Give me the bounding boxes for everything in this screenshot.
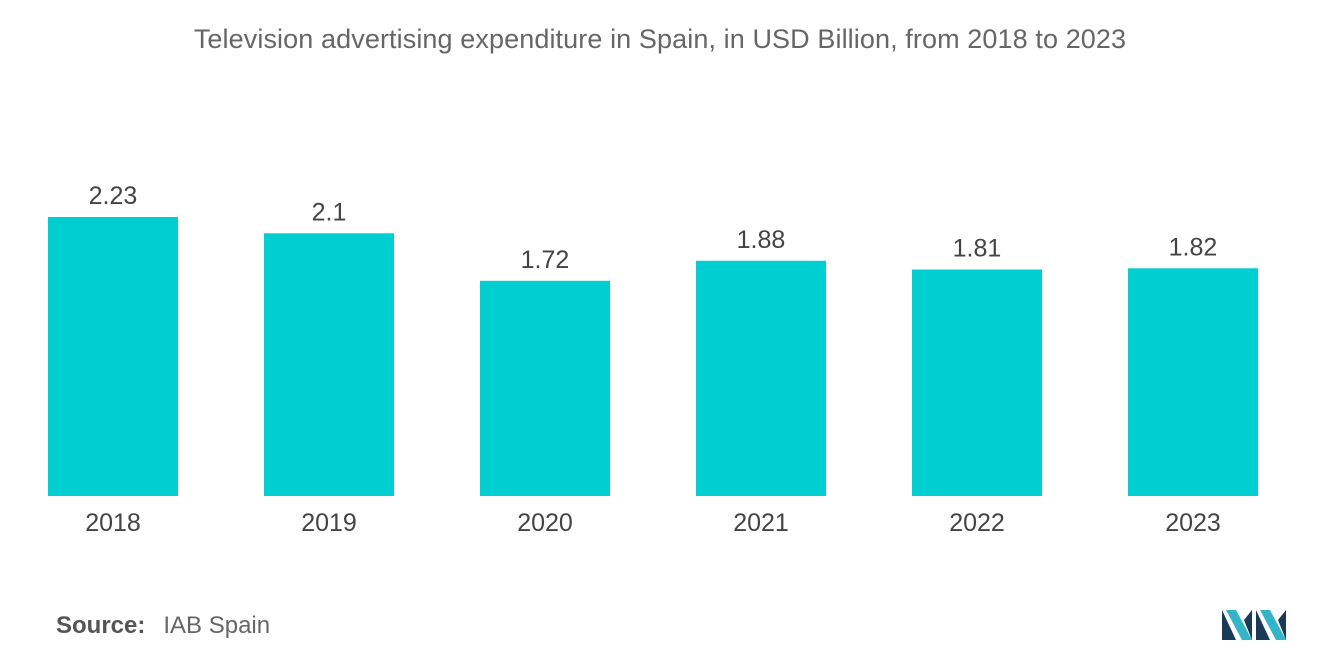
bar-2018 <box>48 217 178 496</box>
chart-title: Television advertising expenditure in Sp… <box>193 24 1127 54</box>
x-tick-label-2023: 2023 <box>1165 509 1221 537</box>
bar-2020 <box>480 280 610 496</box>
x-tick-label-2022: 2022 <box>949 509 1005 537</box>
bar-2023 <box>1128 268 1258 496</box>
x-axis-tick-labels: 2018 2019 2020 2021 2022 2023 <box>85 509 1221 537</box>
source-text: IAB Spain <box>163 612 271 639</box>
bars-group <box>48 217 1258 496</box>
bar-2022 <box>912 269 1042 496</box>
bar-value-label-2018: 2.23 <box>89 182 138 210</box>
x-tick-label-2020: 2020 <box>517 509 573 537</box>
bar-2021 <box>696 260 826 496</box>
value-labels-group: 2.23 2.1 1.72 1.88 1.81 1.82 <box>89 182 1218 274</box>
bar-chart: 2.23 2.1 1.72 1.88 1.81 1.82 2018 2019 2020 2021… <box>48 182 1258 537</box>
bar-2019 <box>264 233 394 496</box>
bar-value-label-2019: 2.1 <box>312 198 347 226</box>
x-tick-label-2021: 2021 <box>733 509 789 537</box>
mordor-intelligence-logo-icon <box>1222 610 1286 640</box>
source-note: Source: IAB Spain <box>56 612 270 640</box>
bar-value-label-2023: 1.82 <box>1169 233 1218 261</box>
x-tick-label-2018: 2018 <box>85 509 141 537</box>
bar-value-label-2022: 1.81 <box>953 235 1002 263</box>
bar-value-label-2020: 1.72 <box>521 246 570 274</box>
source-label: Source: <box>56 612 146 639</box>
x-tick-label-2019: 2019 <box>301 509 357 537</box>
bar-value-label-2021: 1.88 <box>737 226 786 254</box>
